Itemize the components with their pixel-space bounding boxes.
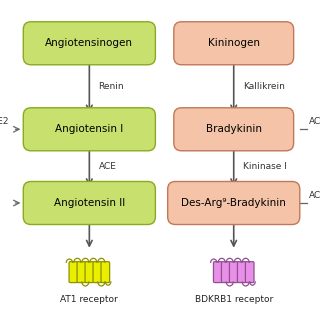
- Text: ACE: ACE: [309, 191, 320, 200]
- Text: Angiotensin I: Angiotensin I: [55, 124, 124, 134]
- Text: AT1 receptor: AT1 receptor: [60, 295, 118, 304]
- FancyBboxPatch shape: [168, 181, 300, 225]
- FancyBboxPatch shape: [174, 108, 294, 151]
- FancyBboxPatch shape: [23, 108, 156, 151]
- FancyBboxPatch shape: [174, 22, 294, 65]
- Text: ACE2: ACE2: [0, 117, 10, 126]
- Text: Des-Arg⁹-Bradykinin: Des-Arg⁹-Bradykinin: [181, 198, 286, 208]
- FancyBboxPatch shape: [93, 262, 102, 283]
- FancyBboxPatch shape: [69, 262, 78, 283]
- Text: Angiotensin II: Angiotensin II: [54, 198, 125, 208]
- FancyBboxPatch shape: [229, 262, 238, 283]
- Text: Kallikrein: Kallikrein: [243, 82, 285, 91]
- Text: BDKRB1 receptor: BDKRB1 receptor: [195, 295, 273, 304]
- Text: ACE: ACE: [99, 162, 116, 171]
- Text: Kininogen: Kininogen: [208, 38, 260, 48]
- FancyBboxPatch shape: [221, 262, 230, 283]
- Text: ACE: ACE: [309, 117, 320, 126]
- Text: Renin: Renin: [99, 82, 124, 91]
- FancyBboxPatch shape: [23, 181, 156, 225]
- FancyBboxPatch shape: [213, 262, 222, 283]
- FancyBboxPatch shape: [245, 262, 254, 283]
- Text: Bradykinin: Bradykinin: [206, 124, 262, 134]
- FancyBboxPatch shape: [23, 22, 156, 65]
- FancyBboxPatch shape: [85, 262, 94, 283]
- FancyBboxPatch shape: [77, 262, 86, 283]
- FancyBboxPatch shape: [101, 262, 110, 283]
- FancyBboxPatch shape: [237, 262, 246, 283]
- Text: Kininase I: Kininase I: [243, 162, 287, 171]
- Text: Angiotensinogen: Angiotensinogen: [45, 38, 133, 48]
